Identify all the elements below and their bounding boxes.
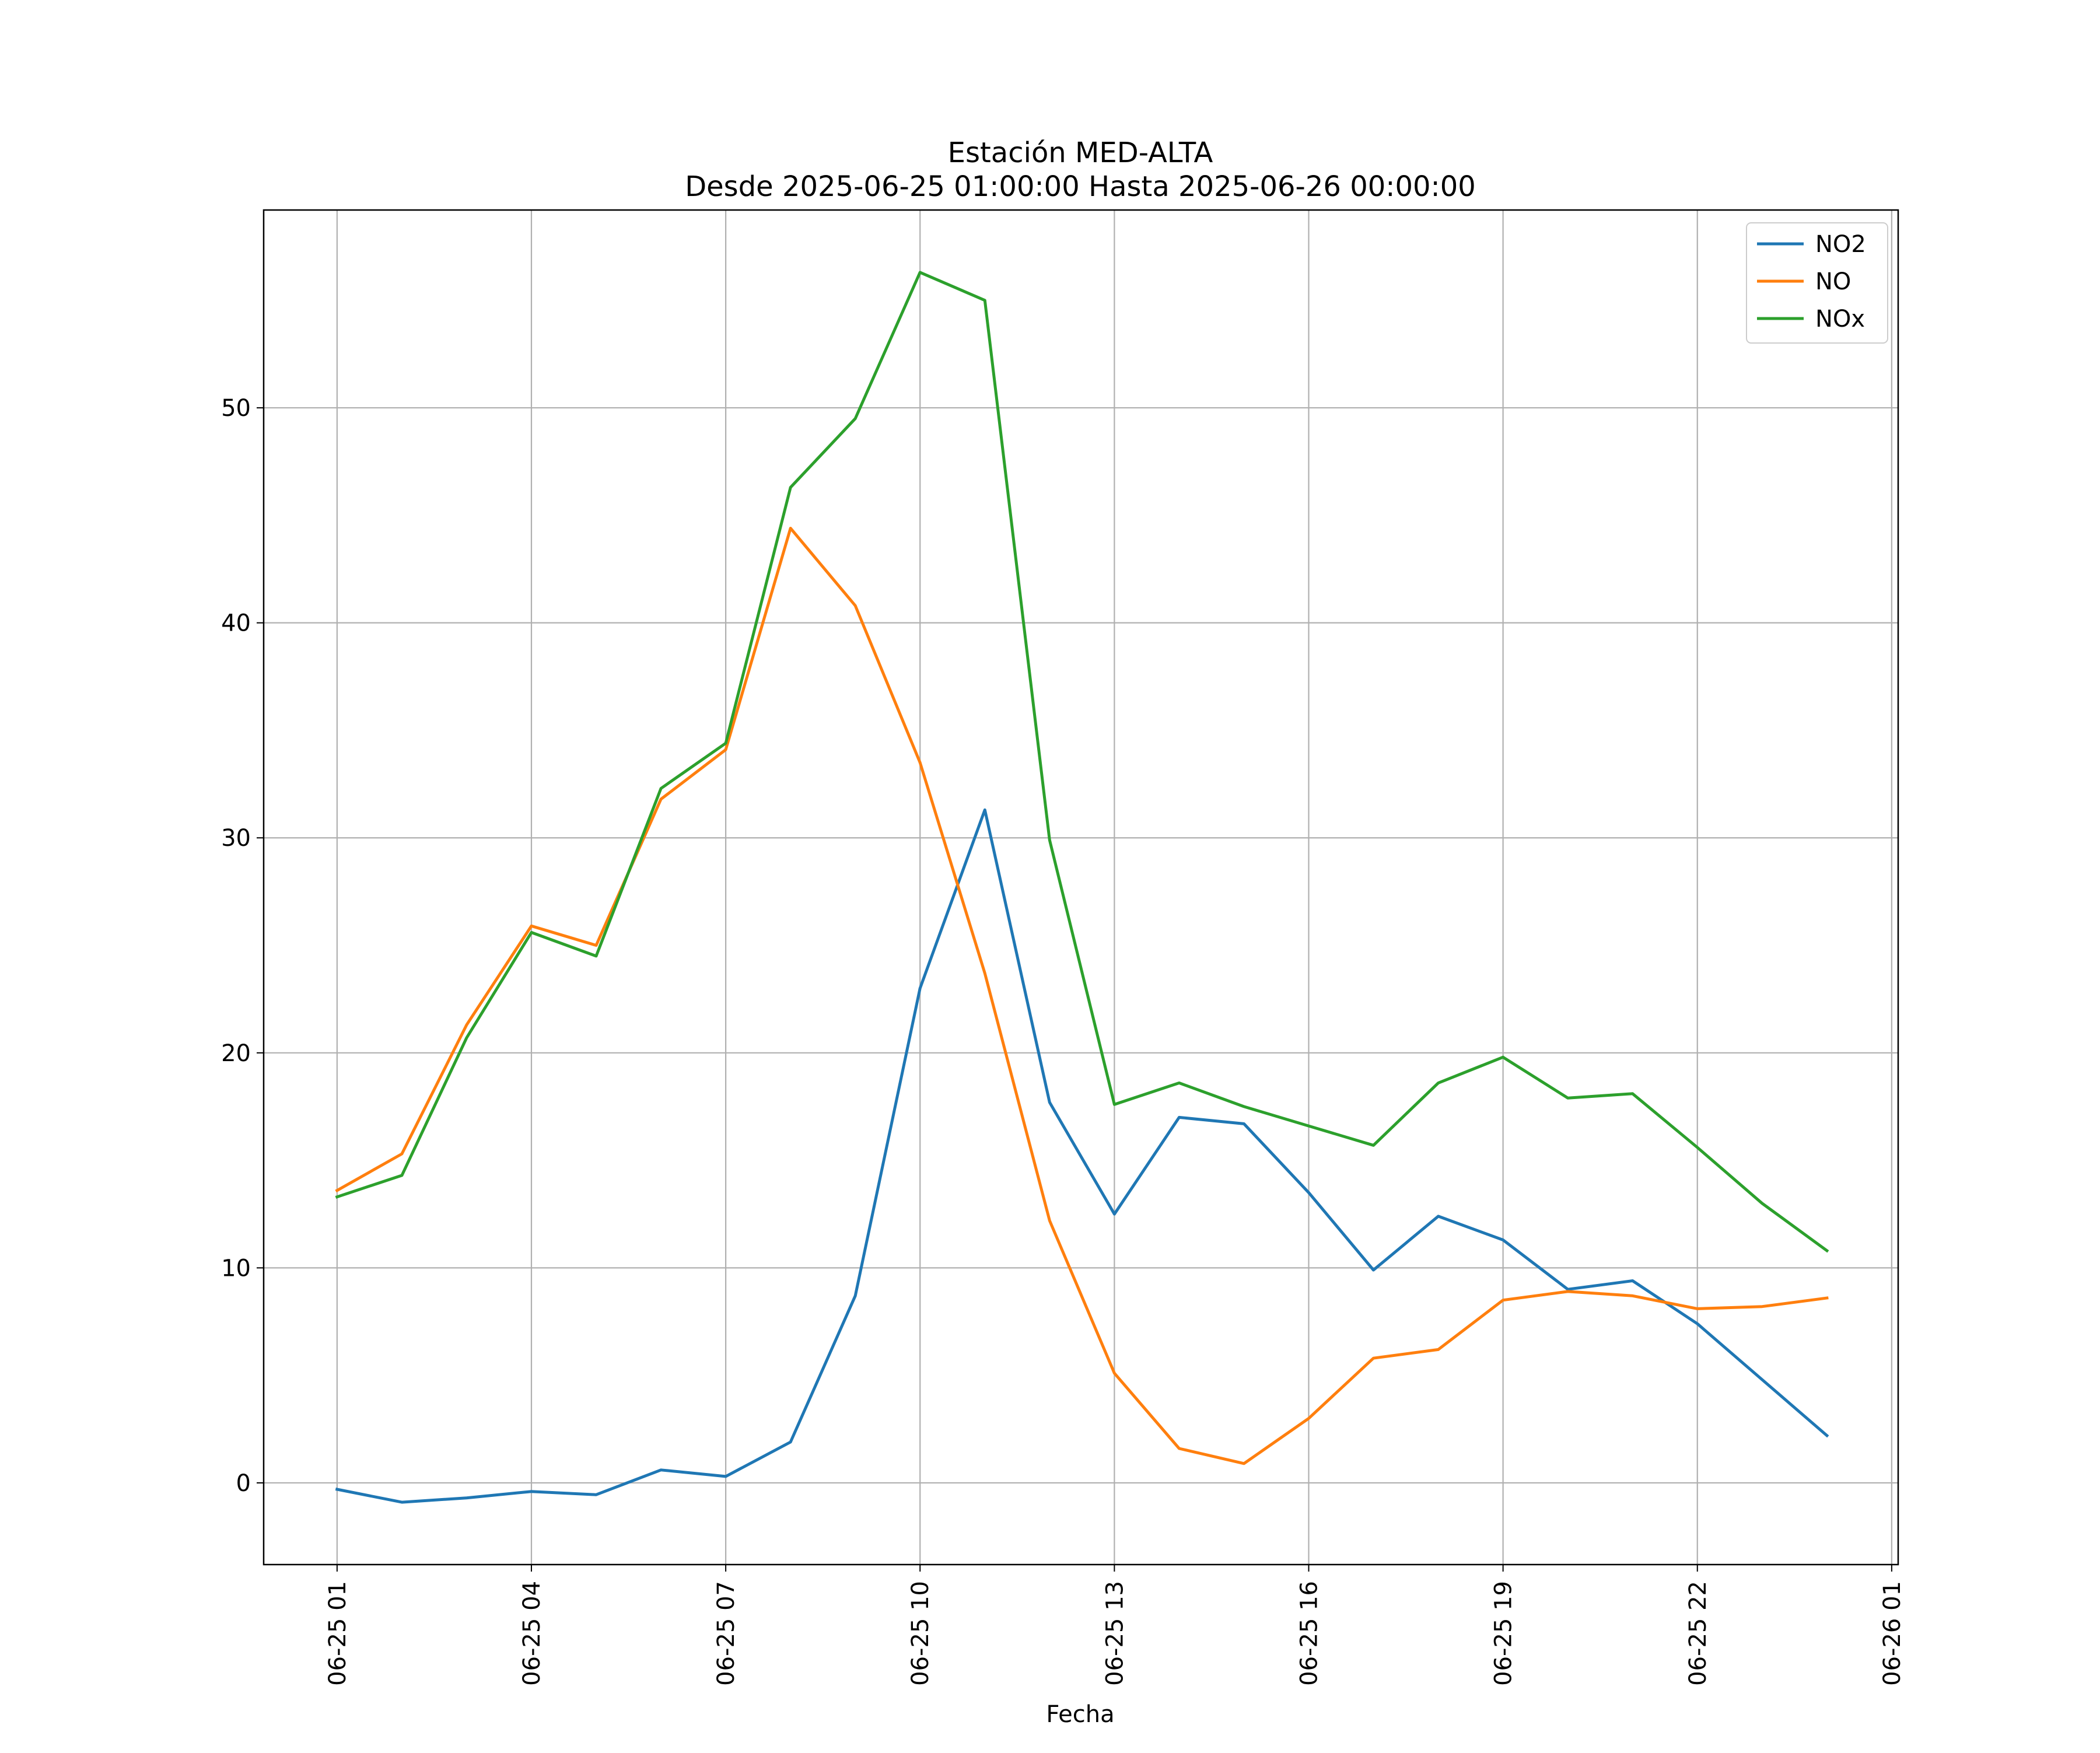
legend-label-no: NO	[1815, 268, 1851, 295]
legend-label-nox: NOx	[1815, 306, 1865, 333]
series-line-nox	[335, 271, 1829, 1253]
legend-label-no2: NO2	[1815, 231, 1866, 258]
plot-area-frame	[262, 209, 1899, 1566]
series-line-no	[335, 527, 1829, 1465]
x-tick-label: 06-25 01	[324, 1581, 351, 1686]
legend: NO2 NO NOx	[1746, 222, 1888, 344]
y-tick-label: 20	[221, 1040, 251, 1067]
x-tick-label: 06-25 16	[1296, 1581, 1323, 1686]
y-tick-label: 50	[221, 395, 251, 422]
y-tick-label: 30	[221, 825, 251, 852]
gridlines	[264, 210, 1898, 1565]
x-tick-label: 06-25 19	[1490, 1581, 1517, 1686]
y-tick-label: 0	[236, 1470, 251, 1497]
x-tick-label: 06-25 22	[1685, 1581, 1712, 1686]
y-tick-label: 10	[221, 1255, 251, 1282]
x-tick-label: 06-25 07	[713, 1581, 740, 1686]
x-tick-label: 06-26 01	[1879, 1581, 1906, 1686]
series-line-no2	[335, 808, 1829, 1504]
series-lines	[335, 271, 1829, 1504]
x-axis-label: Fecha	[1046, 1701, 1114, 1728]
axis-ticks: 06-25 01 06-25 04 06-25 07 06-25 10 06-25 13…	[221, 395, 1906, 1686]
x-tick-label: 06-25 10	[907, 1581, 934, 1686]
x-tick-label: 06-25 13	[1101, 1581, 1128, 1686]
legend-box	[1746, 222, 1888, 344]
chart-subtitle: Desde 2025-06-25 01:00:00 Hasta 2025-06-…	[685, 170, 1476, 203]
chart-title: Estación MED-ALTA	[948, 137, 1213, 169]
x-tick-label: 06-25 04	[519, 1581, 545, 1686]
y-tick-label: 40	[221, 610, 251, 637]
